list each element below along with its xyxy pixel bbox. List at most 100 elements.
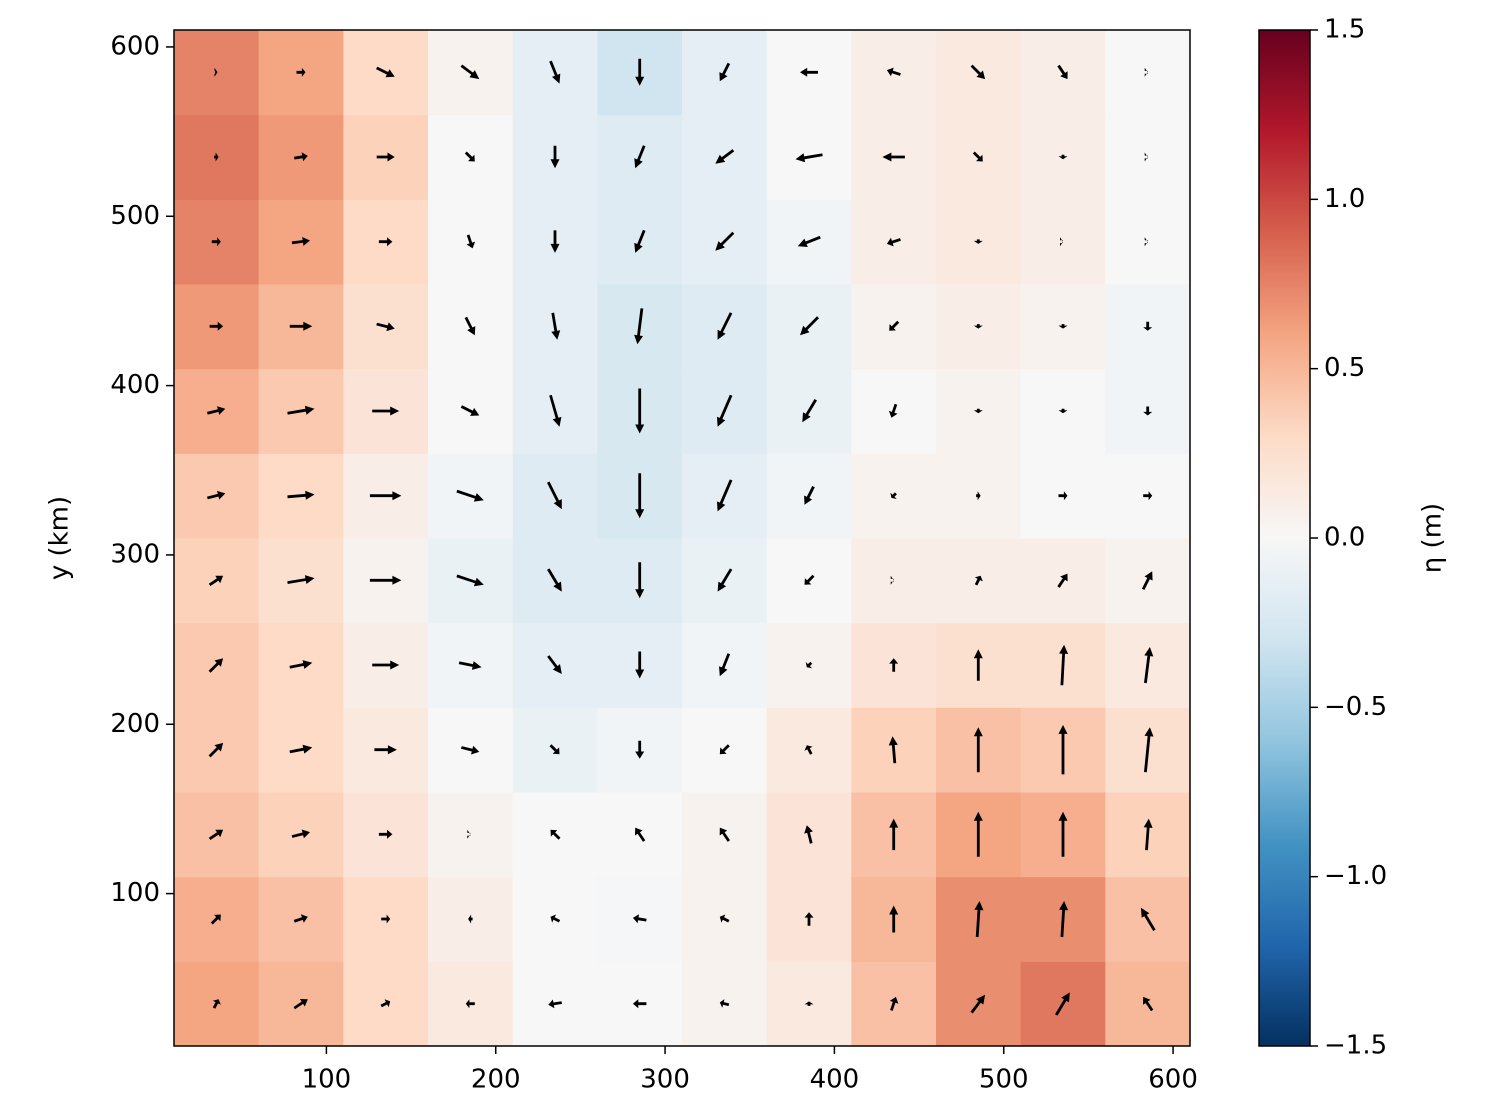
arrow <box>1144 152 1148 162</box>
arrow <box>287 405 315 415</box>
arrow <box>374 745 397 755</box>
arrow <box>291 829 310 839</box>
arrow <box>376 322 395 332</box>
arrow <box>800 67 818 77</box>
arrow <box>547 481 562 510</box>
arrow <box>458 661 482 670</box>
arrow <box>889 996 899 1011</box>
arrow <box>889 658 899 672</box>
arrow <box>460 405 480 416</box>
arrow <box>804 486 815 505</box>
arrow <box>719 999 730 1008</box>
arrow <box>289 744 313 754</box>
arrow <box>804 912 814 926</box>
arrow <box>466 234 476 249</box>
arrow <box>719 914 730 923</box>
arrow <box>1143 818 1153 851</box>
y-tick-label: 500 <box>110 201 160 231</box>
arrow <box>372 660 400 670</box>
heatmap <box>174 30 1191 1047</box>
arrow <box>549 394 562 427</box>
arrow <box>296 67 306 77</box>
arrow <box>635 562 645 599</box>
arrow <box>972 151 983 162</box>
arrow <box>294 152 308 162</box>
arrow <box>289 321 313 331</box>
colorbar-tick-label: −1.0 <box>1324 861 1387 891</box>
arrow <box>888 736 898 764</box>
arrow <box>208 742 224 758</box>
arrow <box>211 237 221 247</box>
arrow <box>378 829 393 839</box>
x-tick-label: 200 <box>471 1065 521 1095</box>
arrow <box>464 151 475 162</box>
arrow <box>800 316 819 336</box>
arrow <box>1057 573 1068 588</box>
y-tick-label: 200 <box>110 709 160 739</box>
arrow <box>376 152 395 162</box>
y-axis-label: y (km) <box>45 496 75 580</box>
arrow <box>208 658 224 673</box>
arrow <box>973 649 983 681</box>
arrow <box>804 825 813 844</box>
quiver <box>207 58 1156 1016</box>
arrow <box>719 744 730 755</box>
arrow <box>210 914 221 925</box>
arrow <box>719 653 731 677</box>
arrow <box>635 473 645 519</box>
arrow <box>550 829 561 840</box>
y-tick-label: 600 <box>110 31 160 61</box>
arrow <box>802 399 817 423</box>
colorbar-tick-label: 1.5 <box>1324 15 1365 45</box>
arrow <box>1058 811 1068 857</box>
arrow <box>889 320 900 331</box>
arrow <box>549 60 561 84</box>
arrow <box>1144 67 1148 77</box>
arrow <box>214 67 218 77</box>
arrow <box>804 574 815 585</box>
y-tick-label: 400 <box>110 370 160 400</box>
arrow <box>882 152 905 162</box>
arrow <box>717 568 733 592</box>
arrow <box>549 744 560 755</box>
colorbar-tick-label: −1.5 <box>1324 1031 1387 1061</box>
arrow <box>550 914 561 923</box>
x-tick-label: 600 <box>1148 1065 1198 1095</box>
x-tick-label: 400 <box>810 1065 860 1095</box>
arrow <box>890 575 894 585</box>
arrow <box>976 491 981 501</box>
arrow <box>1058 154 1068 160</box>
arrow <box>1058 491 1068 501</box>
arrow <box>890 492 897 499</box>
arrow <box>208 829 224 840</box>
arrow <box>886 237 901 247</box>
arrow <box>632 999 647 1009</box>
arrow <box>634 229 646 253</box>
arrow <box>1059 901 1069 938</box>
arrow <box>461 745 480 755</box>
arrow <box>378 237 393 247</box>
arrow <box>369 491 402 501</box>
arrow <box>212 999 221 1009</box>
plot-frame <box>173 29 1191 1047</box>
arrow <box>889 818 899 851</box>
cell <box>1105 199 1191 285</box>
arrow <box>715 231 735 251</box>
arrow <box>1143 491 1153 501</box>
arrow <box>209 321 224 331</box>
arrow <box>974 901 984 938</box>
arrow <box>456 574 484 587</box>
colorbar-tick-label: 0.5 <box>1324 353 1365 383</box>
arrow <box>464 316 476 336</box>
arrow <box>1144 237 1148 247</box>
arrow <box>889 905 899 933</box>
arrow <box>804 745 813 755</box>
arrow <box>715 149 735 164</box>
arrow <box>1055 992 1070 1016</box>
arrow <box>214 152 219 162</box>
arrow <box>973 727 983 773</box>
arrow <box>465 999 475 1009</box>
arrow <box>973 408 983 414</box>
arrow <box>293 999 308 1010</box>
arrow <box>719 62 731 82</box>
